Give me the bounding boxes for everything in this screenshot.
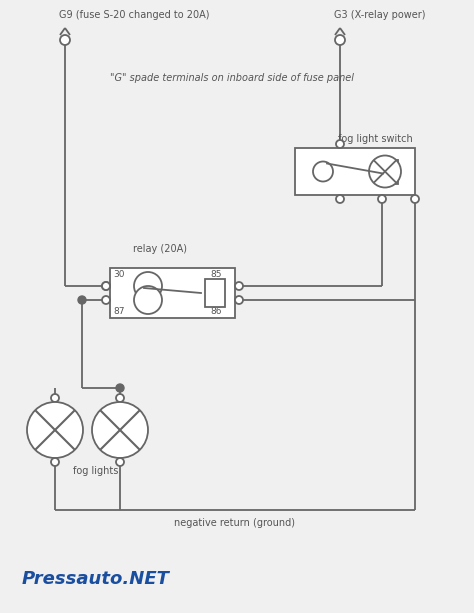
Text: G3 (X-relay power): G3 (X-relay power) xyxy=(334,10,426,20)
Text: fog lights: fog lights xyxy=(73,466,118,476)
Circle shape xyxy=(102,296,110,304)
Circle shape xyxy=(235,296,243,304)
Text: negative return (ground): negative return (ground) xyxy=(174,518,295,528)
Circle shape xyxy=(369,156,401,188)
Circle shape xyxy=(411,195,419,203)
Text: Pressauto.NET: Pressauto.NET xyxy=(22,570,170,588)
Circle shape xyxy=(60,35,70,45)
Bar xyxy=(110,268,235,318)
Circle shape xyxy=(116,384,124,392)
Text: 86: 86 xyxy=(210,307,221,316)
Circle shape xyxy=(235,282,243,290)
Text: 85: 85 xyxy=(210,270,221,279)
Circle shape xyxy=(134,286,162,314)
Text: relay (20A): relay (20A) xyxy=(134,244,188,254)
Circle shape xyxy=(336,140,344,148)
Circle shape xyxy=(134,272,162,300)
Bar xyxy=(205,279,225,307)
Circle shape xyxy=(336,195,344,203)
Circle shape xyxy=(335,35,345,45)
Circle shape xyxy=(92,402,148,458)
Circle shape xyxy=(313,161,333,181)
Circle shape xyxy=(378,195,386,203)
Text: fog light switch: fog light switch xyxy=(338,134,413,144)
Circle shape xyxy=(102,282,110,290)
Bar xyxy=(295,148,415,195)
Text: G9 (fuse S-20 changed to 20A): G9 (fuse S-20 changed to 20A) xyxy=(59,10,210,20)
Circle shape xyxy=(78,296,86,304)
Circle shape xyxy=(51,458,59,466)
Circle shape xyxy=(27,402,83,458)
Text: 87: 87 xyxy=(113,307,125,316)
Bar xyxy=(378,159,398,183)
Circle shape xyxy=(116,458,124,466)
Circle shape xyxy=(51,394,59,402)
Circle shape xyxy=(102,282,110,290)
Text: 30: 30 xyxy=(113,270,125,279)
Text: "G" spade terminals on inboard side of fuse panel: "G" spade terminals on inboard side of f… xyxy=(110,73,354,83)
Circle shape xyxy=(116,394,124,402)
